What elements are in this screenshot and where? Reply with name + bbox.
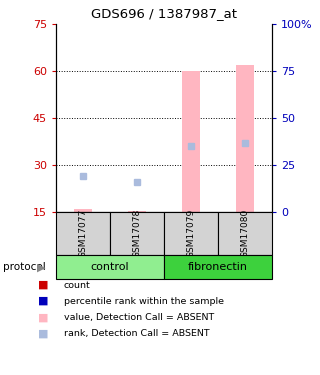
Bar <box>56 255 164 279</box>
Title: GDS696 / 1387987_at: GDS696 / 1387987_at <box>91 8 237 20</box>
Bar <box>164 212 218 255</box>
Text: percentile rank within the sample: percentile rank within the sample <box>64 297 224 306</box>
Bar <box>181 71 200 212</box>
Bar <box>110 212 164 255</box>
Text: rank, Detection Call = ABSENT: rank, Detection Call = ABSENT <box>64 329 210 338</box>
Text: control: control <box>91 262 129 272</box>
Bar <box>218 212 272 255</box>
Bar <box>128 211 147 212</box>
Text: fibronectin: fibronectin <box>188 262 248 272</box>
Bar <box>74 209 92 212</box>
Text: value, Detection Call = ABSENT: value, Detection Call = ABSENT <box>64 313 214 322</box>
Text: GSM17080: GSM17080 <box>241 209 250 258</box>
Text: GSM17078: GSM17078 <box>132 209 141 258</box>
Bar <box>56 212 110 255</box>
Text: protocol: protocol <box>3 262 46 272</box>
Text: ■: ■ <box>38 312 49 322</box>
Text: ■: ■ <box>38 296 49 306</box>
Text: GSM17077: GSM17077 <box>78 209 87 258</box>
Text: ▶: ▶ <box>37 262 45 272</box>
Text: GSM17079: GSM17079 <box>187 209 196 258</box>
Text: ■: ■ <box>38 328 49 338</box>
Bar <box>164 255 272 279</box>
Bar <box>236 65 254 212</box>
Text: ■: ■ <box>38 280 49 290</box>
Text: count: count <box>64 280 91 290</box>
